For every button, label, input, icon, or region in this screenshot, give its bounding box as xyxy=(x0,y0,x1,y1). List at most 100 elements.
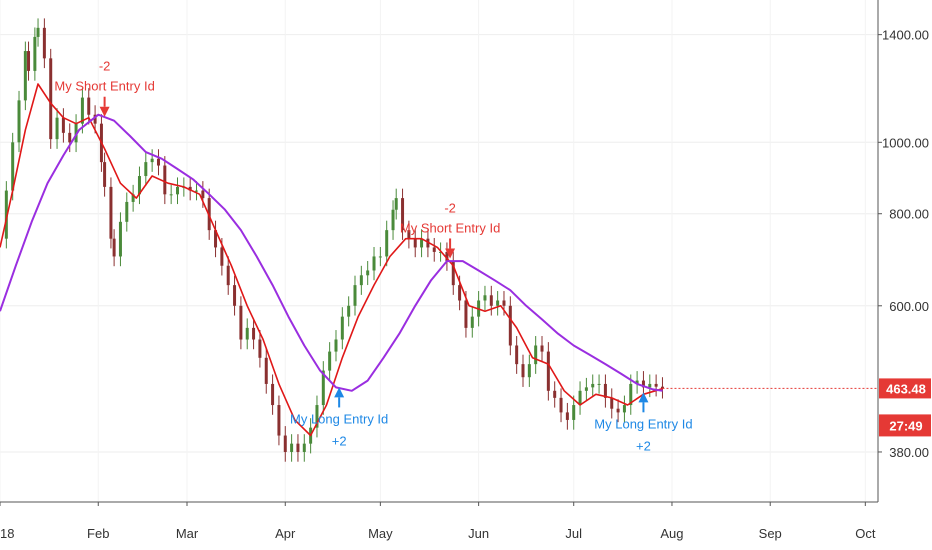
candle-body xyxy=(226,265,230,286)
candle-body xyxy=(597,383,601,385)
long-entry-arrow-icon xyxy=(638,392,649,403)
candle-body xyxy=(252,327,256,340)
candle-body xyxy=(283,435,287,452)
long-entry-qty: +2 xyxy=(332,433,347,448)
candle-body xyxy=(648,383,652,388)
candle-body xyxy=(328,351,332,371)
x-tick-label: Apr xyxy=(275,526,296,541)
candle-body xyxy=(489,295,493,306)
candle-body xyxy=(553,390,557,398)
candle-body xyxy=(93,114,97,124)
candle-body xyxy=(439,251,443,253)
bar-countdown-tag xyxy=(879,414,931,437)
candle-body xyxy=(68,132,72,143)
candle-body xyxy=(290,443,294,452)
candle-body xyxy=(420,238,424,248)
candlestick-series xyxy=(4,18,664,462)
candle-body xyxy=(347,305,351,317)
short-entry-qty: -2 xyxy=(444,200,456,215)
candle-body xyxy=(169,194,173,196)
candle-body xyxy=(27,51,31,71)
x-tick-label: Sep xyxy=(759,526,782,541)
candle-body xyxy=(23,51,27,101)
candle-body xyxy=(584,387,588,391)
candle-body xyxy=(527,364,531,378)
candle-body xyxy=(315,405,319,428)
candle-body xyxy=(515,345,519,365)
candle-body xyxy=(610,397,614,409)
candle-body xyxy=(378,256,382,258)
candle-body xyxy=(629,383,633,406)
candle-body xyxy=(188,186,192,191)
candle-body xyxy=(654,383,658,387)
candle-body xyxy=(432,247,436,252)
last-price-value: 463.48 xyxy=(886,381,926,396)
x-tick-label: 2018 xyxy=(0,526,14,541)
candle-body xyxy=(578,390,582,406)
short-entry-qty: -2 xyxy=(99,59,111,74)
short-entry-arrow-icon xyxy=(99,106,110,117)
candle-body xyxy=(176,186,180,195)
candle-body xyxy=(366,270,370,276)
candle-body xyxy=(572,405,576,420)
candle-body xyxy=(214,230,218,248)
candle-body xyxy=(445,251,449,262)
long-entry-qty: +2 xyxy=(636,438,651,453)
candle-body xyxy=(458,285,462,301)
short-entry-label: My Short Entry Id xyxy=(400,220,500,235)
candle-body xyxy=(359,275,363,286)
short-entry-label: My Short Entry Id xyxy=(54,79,154,94)
x-tick-label: Mar xyxy=(176,526,199,541)
candle-body xyxy=(401,198,405,231)
last-price-tag xyxy=(879,378,931,399)
candle-body xyxy=(660,386,664,389)
candle-body xyxy=(245,327,249,340)
candle-body xyxy=(163,165,167,195)
candle-body xyxy=(17,100,21,143)
long-entry-label: My Long Entry Id xyxy=(290,411,388,426)
y-tick-label: 380.00 xyxy=(889,445,929,460)
candle-body xyxy=(233,285,237,306)
candle-body xyxy=(264,357,268,384)
candle-body xyxy=(603,383,607,398)
candle-body xyxy=(334,339,338,352)
candle-body xyxy=(103,162,107,187)
candle-body xyxy=(239,305,243,340)
candle-body xyxy=(559,397,563,413)
slow-moving-average-line xyxy=(0,113,663,392)
candle-body xyxy=(464,300,468,328)
candle-body xyxy=(616,408,620,413)
candle-body xyxy=(372,256,376,271)
candle-body xyxy=(195,190,199,192)
candle-body xyxy=(302,443,306,452)
trade-signals: -2 My Short Entry Id My Long Entry Id +2 -2 M… xyxy=(54,59,692,454)
candle-body xyxy=(55,117,59,140)
bar-countdown-value: 27:49 xyxy=(889,418,922,433)
candle-body xyxy=(470,316,474,328)
candle-body xyxy=(61,117,65,133)
fast-moving-average-line xyxy=(0,83,663,437)
candle-body xyxy=(33,36,37,71)
candle-body xyxy=(137,176,141,195)
candle-body xyxy=(483,295,487,301)
candle-body xyxy=(546,351,550,391)
candle-body xyxy=(451,261,455,286)
long-entry-arrow-icon xyxy=(334,387,345,398)
x-tick-label: May xyxy=(368,526,393,541)
candle-body xyxy=(49,58,53,140)
price-tags: 463.48 27:49 xyxy=(662,378,931,437)
candle-body xyxy=(131,194,135,202)
candle-body xyxy=(150,158,154,163)
y-tick-label: 600.00 xyxy=(889,299,929,314)
candle-body xyxy=(271,383,275,406)
x-tick-label: Aug xyxy=(660,526,683,541)
candle-body xyxy=(296,443,300,452)
x-tick-label: Oct xyxy=(855,526,876,541)
candle-body xyxy=(635,380,639,384)
candle-body xyxy=(394,198,398,210)
candle-body xyxy=(521,364,525,378)
